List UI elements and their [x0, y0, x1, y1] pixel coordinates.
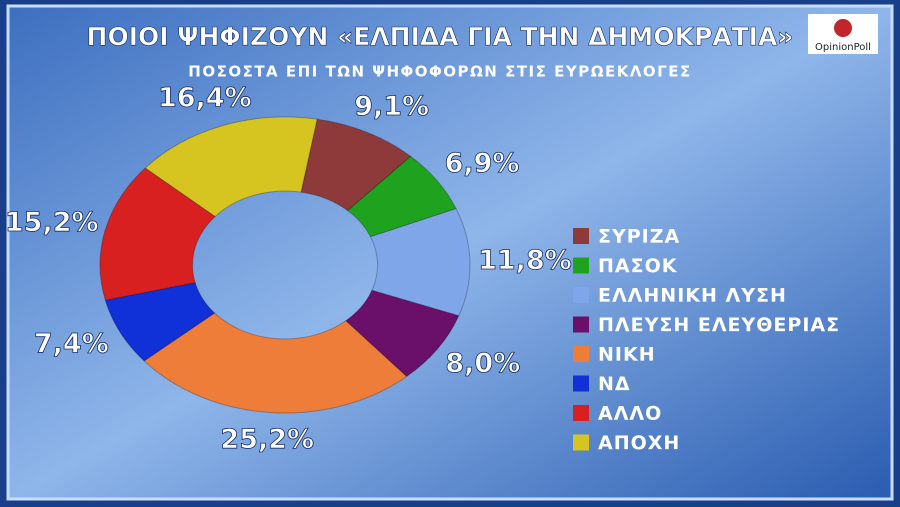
slice	[104, 282, 216, 362]
legend-swatch	[573, 316, 589, 333]
data-label: 8,0%	[445, 348, 520, 379]
slice	[369, 207, 471, 317]
slice	[144, 116, 318, 218]
legend-label: ΝΔ	[598, 373, 631, 395]
data-label: 6,9%	[445, 148, 520, 179]
logo-text: OpinionPoll	[815, 42, 871, 53]
legend-label: ΕΛΛΗΝΙΚΗ ΛΥΣΗ	[598, 285, 787, 307]
slice	[143, 312, 408, 414]
data-label: 25,2%	[220, 424, 314, 455]
legend-label: ΠΛΕΥΣΗ ΕΛΕΥΘΕΡΙΑΣ	[598, 314, 840, 336]
chart-title: ΠΟΙΟΙ ΨΗΦΙΖΟΥΝ «ΕΛΠΙΔΑ ΓΙΑ ΤΗΝ ΔΗΜΟΚΡΑΤΙ…	[87, 22, 794, 51]
data-label: 11,8%	[478, 245, 572, 276]
data-label: 16,4%	[158, 83, 252, 114]
slice	[300, 118, 412, 212]
legend-swatch	[573, 257, 589, 274]
legend-label: ΝΙΚΗ	[598, 344, 656, 366]
legend-swatch	[573, 346, 589, 362]
legend-label: ΠΑΣΟΚ	[598, 255, 678, 277]
legend-swatch	[573, 375, 589, 392]
legend-swatch	[573, 405, 589, 421]
legend-label: ΑΛΛΟ	[598, 403, 662, 425]
logo-icon	[834, 19, 852, 37]
chart-subtitle: ΠΟΣΟΣΤΑ ΕΠΙ ΤΩΝ ΨΗΦΟΦΟΡΩΝ ΣΤΙΣ ΕΥΡΩΕΚΛΟΓ…	[188, 63, 691, 81]
slice	[99, 167, 216, 301]
legend-swatch	[573, 434, 589, 451]
legend-label: ΣΥΡΙΖΑ	[598, 226, 680, 248]
legend-label: ΑΠΟΧΗ	[598, 432, 680, 454]
data-label: 15,2%	[5, 207, 99, 238]
legend-swatch	[573, 228, 589, 244]
data-label: 9,1%	[354, 91, 429, 122]
data-label: 7,4%	[34, 329, 109, 360]
legend-swatch	[573, 287, 589, 303]
slice	[345, 289, 460, 378]
